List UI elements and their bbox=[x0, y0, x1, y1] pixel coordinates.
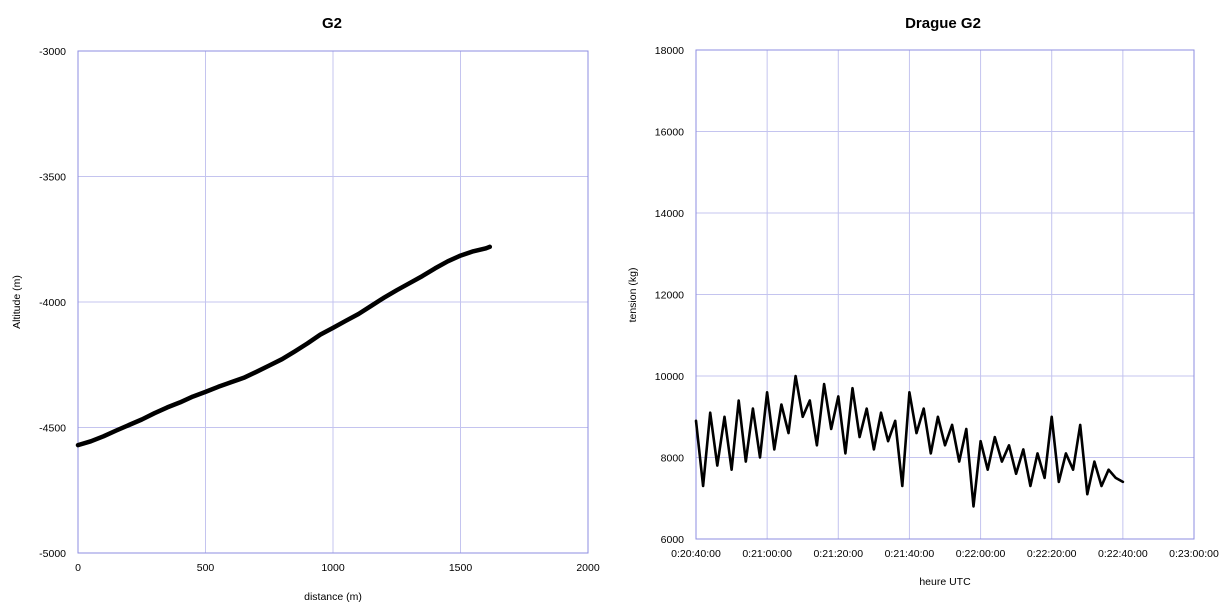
chart-drague-g2-gridlines bbox=[695, 49, 1195, 540]
chart-g2-y-tick-label: -4000 bbox=[39, 297, 66, 309]
chart-drague-g2-x-tick-label: 0:21:40:00 bbox=[885, 548, 935, 560]
chart-g2-x-tick-label: 1500 bbox=[449, 562, 473, 574]
chart-drague-g2-y-tick-label: 16000 bbox=[655, 127, 684, 139]
chart-drague-g2-y-tick-label: 10000 bbox=[655, 371, 684, 383]
chart-g2: G2 0 500 1000 1500 2000 -5000 -4500 -4000 -3500… bbox=[11, 15, 600, 603]
chart-drague-g2-y-tick-label: 6000 bbox=[661, 534, 685, 546]
chart-drague-g2-y-tick-label: 18000 bbox=[655, 45, 684, 57]
chart-drague-g2-x-tick-label: 0:20:40:00 bbox=[671, 548, 721, 560]
chart-g2-y-tick-labels: -5000 -4500 -4000 -3500 -3000 bbox=[39, 46, 66, 560]
chart-drague-g2-x-tick-label: 0:22:00:00 bbox=[956, 548, 1006, 560]
chart-drague-g2-y-tick-label: 8000 bbox=[661, 453, 685, 465]
chart-drague-g2-x-tick-labels: 0:20:40:00 0:21:00:00 0:21:20:00 0:21:40:00… bbox=[671, 548, 1219, 560]
chart-drague-g2-x-tick-label: 0:22:20:00 bbox=[1027, 548, 1077, 560]
chart-drague-g2-y-tick-label: 12000 bbox=[655, 290, 684, 302]
chart-drague-g2-x-axis-label: heure UTC bbox=[919, 576, 971, 588]
chart-g2-x-tick-labels: 0 500 1000 1500 2000 bbox=[75, 562, 600, 574]
chart-drague-g2-series bbox=[694, 374, 1125, 508]
chart-drague-g2-x-tick-label: 0:21:00:00 bbox=[742, 548, 792, 560]
chart-g2-y-tick-label: -3000 bbox=[39, 46, 66, 58]
chart-g2-x-tick-label: 500 bbox=[197, 562, 215, 574]
chart-drague-g2-y-tick-labels: 6000 8000 10000 12000 14000 16000 18000 bbox=[655, 45, 684, 546]
chart-drague-g2-title: Drague G2 bbox=[905, 15, 981, 32]
chart-g2-x-axis-label: distance (m) bbox=[304, 591, 362, 603]
chart-g2-x-tick-label: 1000 bbox=[321, 562, 345, 574]
chart-g2-y-tick-label: -5000 bbox=[39, 548, 66, 560]
chart-g2-y-tick-label: -4500 bbox=[39, 423, 66, 435]
chart-g2-series bbox=[75, 244, 493, 448]
chart-g2-title: G2 bbox=[322, 15, 342, 32]
chart-drague-g2-y-axis-label: tension (kg) bbox=[627, 268, 639, 323]
chart-drague-g2-y-tick-label: 14000 bbox=[655, 208, 684, 220]
chart-g2-plot-frame bbox=[77, 50, 589, 554]
chart-g2-gridlines bbox=[77, 50, 589, 554]
chart-drague-g2-series-line bbox=[694, 374, 1125, 508]
chart-drague-g2-x-tick-label: 0:22:40:00 bbox=[1098, 548, 1148, 560]
chart-drague-g2-plot-frame bbox=[695, 49, 1195, 540]
chart-g2-x-tick-label: 2000 bbox=[576, 562, 600, 574]
chart-drague-g2-x-tick-label: 0:23:00:00 bbox=[1169, 548, 1219, 560]
chart-g2-y-axis-label: Altitude (m) bbox=[11, 275, 23, 329]
chart-g2-x-tick-label: 0 bbox=[75, 562, 81, 574]
chart-drague-g2: Drague G2 0:20:40:00 0:21:00:00 0:21:20:00… bbox=[627, 15, 1219, 588]
chart-drague-g2-x-tick-label: 0:21:20:00 bbox=[813, 548, 863, 560]
chart-g2-y-tick-label: -3500 bbox=[39, 172, 66, 184]
chart-g2-series-line bbox=[75, 244, 493, 448]
